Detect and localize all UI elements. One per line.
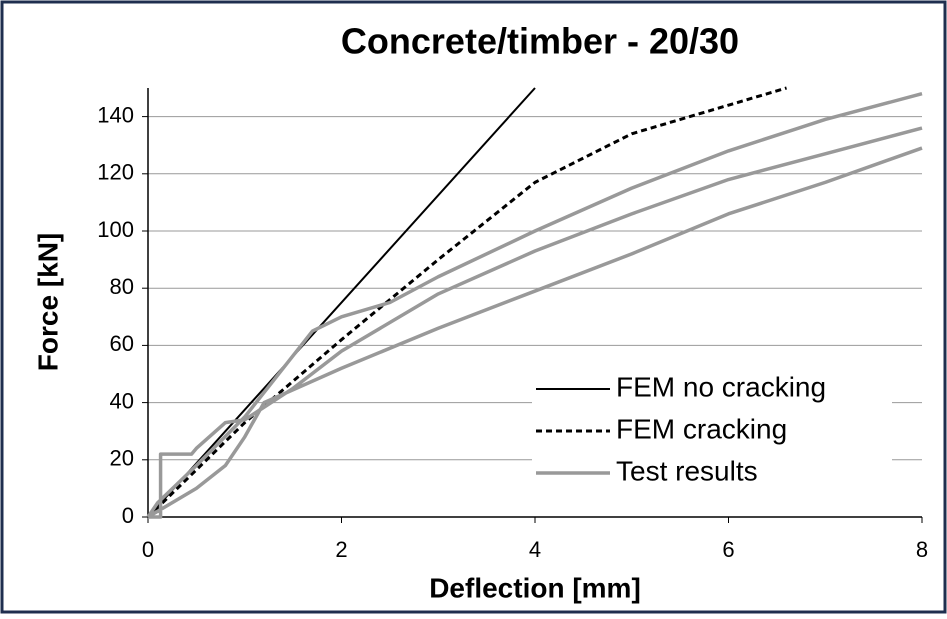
series-line xyxy=(146,92,923,519)
x-axis-label: Deflection [mm] xyxy=(429,572,641,603)
x-tick-label: 8 xyxy=(916,537,928,562)
x-tick-label: 0 xyxy=(142,537,154,562)
chart-title: Concrete/timber - 20/30 xyxy=(341,21,739,62)
y-tick-label: 80 xyxy=(110,274,134,299)
y-tick-label: 120 xyxy=(97,160,134,185)
series-line xyxy=(147,87,536,518)
legend-label: FEM cracking xyxy=(616,413,787,444)
y-tick-label: 140 xyxy=(97,102,134,127)
legend-label: Test results xyxy=(616,455,758,486)
y-tick-label: 40 xyxy=(110,388,134,413)
y-tick-label: 0 xyxy=(122,503,134,528)
y-tick-label: 60 xyxy=(110,331,134,356)
x-tick-label: 2 xyxy=(335,537,347,562)
y-axis-label: Force [kN] xyxy=(32,233,63,371)
y-tick-label: 100 xyxy=(97,217,134,242)
x-tick-label: 4 xyxy=(529,537,541,562)
x-tick-label: 6 xyxy=(722,537,734,562)
legend-label: FEM no cracking xyxy=(616,371,826,402)
series-line xyxy=(146,86,787,519)
y-tick-label: 20 xyxy=(110,446,134,471)
